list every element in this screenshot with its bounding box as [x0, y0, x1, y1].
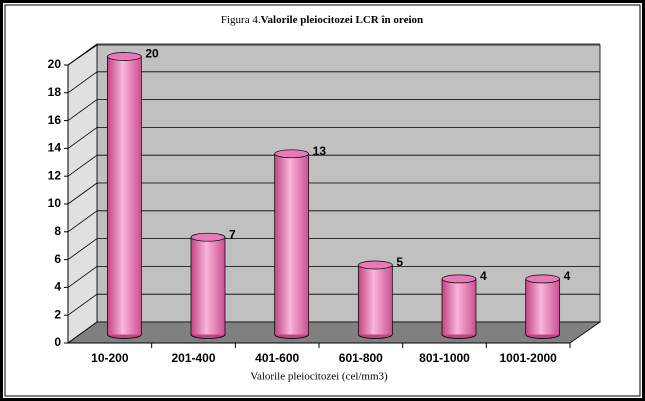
y-tick-label: 12	[48, 168, 62, 182]
bar-top	[525, 274, 561, 284]
bar-top	[106, 52, 142, 61]
inner-frame	[4, 4, 641, 397]
y-tick-label: 18	[48, 85, 62, 99]
bar	[107, 56, 142, 335]
x-axis-label: Valorile pleiocitozei (cel/mm3)	[250, 371, 388, 383]
x-tick-label: 10-200	[91, 351, 129, 365]
y-tick-label: 2	[54, 307, 61, 321]
y-tick-label: 8	[54, 224, 61, 238]
bar-top	[190, 232, 226, 242]
value-label: 20	[145, 47, 159, 61]
value-label: 5	[396, 255, 403, 269]
x-tick-label: 401-600	[255, 351, 299, 365]
grid-line-side	[67, 127, 98, 149]
grid-line-side	[67, 182, 98, 205]
value-label: 4	[564, 269, 571, 283]
y-tick-label: 20	[48, 57, 62, 71]
x-tick-label: 601-800	[339, 351, 383, 365]
grid-line-side	[67, 71, 98, 94]
chart-title: Figura 4.Valorile pleiocitozei LCR în or…	[221, 14, 423, 26]
x-tick-label: 201-400	[171, 351, 215, 365]
x-tick-label: 801-1000	[419, 351, 470, 365]
bar-top	[357, 260, 393, 270]
grid-line-side	[67, 43, 98, 66]
bar-top	[274, 149, 310, 159]
bar	[442, 278, 476, 335]
grid-line-side	[67, 266, 98, 288]
grid-line-side	[67, 293, 98, 316]
y-tick-label: 16	[48, 113, 62, 127]
y-tick-label: 4	[54, 280, 61, 294]
bar	[274, 153, 309, 335]
bar-outline	[274, 153, 310, 339]
back-wall	[96, 44, 601, 323]
floor	[66, 321, 602, 344]
value-label: 13	[313, 144, 327, 158]
bar-outline	[441, 278, 477, 339]
bar-outline	[106, 56, 142, 339]
y-tick-label: 14	[48, 141, 62, 155]
grid-line-side	[67, 154, 98, 177]
bar	[191, 237, 225, 335]
bar-outline	[525, 278, 561, 339]
bar-outline	[190, 237, 226, 339]
title-number: Figura 4.	[221, 14, 261, 26]
grid-line-side	[67, 238, 98, 260]
bar-outline	[357, 265, 393, 339]
value-label: 7	[229, 227, 236, 241]
y-tick-label: 0	[54, 335, 61, 349]
y-tick-label: 6	[54, 252, 61, 266]
title-text: Valorile pleiocitozei LCR în oreion	[261, 14, 424, 26]
x-tick-label: 1001-2000	[499, 351, 557, 365]
value-label: 4	[480, 269, 487, 283]
grid	[67, 43, 600, 316]
bar	[358, 265, 393, 335]
bar-top	[441, 274, 477, 284]
grid-line-side	[67, 210, 98, 233]
y-tick-label: 10	[48, 196, 62, 210]
bars: 20 7 13 5 4 4	[106, 47, 571, 339]
bar	[525, 278, 560, 335]
grid-line-side	[67, 99, 98, 121]
